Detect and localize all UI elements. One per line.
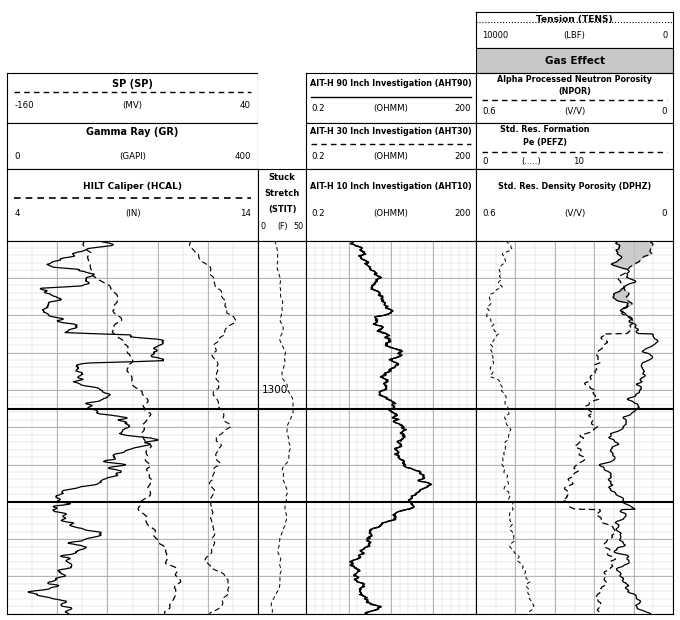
Text: 1300: 1300 — [262, 385, 288, 395]
Text: 0.6: 0.6 — [482, 209, 496, 218]
Text: 0.6: 0.6 — [482, 107, 496, 117]
Text: (OHMM): (OHMM) — [373, 209, 409, 218]
Text: Pe (PEFZ): Pe (PEFZ) — [523, 138, 567, 147]
Text: (V/V): (V/V) — [564, 107, 585, 117]
Text: (MV): (MV) — [122, 101, 143, 110]
Text: (F): (F) — [277, 222, 288, 231]
Text: Tension (TENS): Tension (TENS) — [537, 16, 613, 24]
Text: 4: 4 — [14, 209, 20, 218]
Text: SP (SP): SP (SP) — [112, 79, 153, 89]
Text: Gamma Ray (GR): Gamma Ray (GR) — [86, 128, 179, 138]
Text: Std. Res. Formation: Std. Res. Formation — [500, 125, 590, 134]
Text: 0.2: 0.2 — [311, 209, 325, 218]
Text: 0: 0 — [14, 152, 20, 161]
Text: (GAPI): (GAPI) — [119, 152, 146, 161]
Text: -160: -160 — [14, 101, 34, 110]
Text: (IN): (IN) — [125, 209, 140, 218]
Text: 10: 10 — [573, 157, 585, 166]
Text: AIT-H 30 Inch Investigation (AHT30): AIT-H 30 Inch Investigation (AHT30) — [310, 128, 472, 136]
Text: 200: 200 — [454, 152, 471, 161]
Text: 14: 14 — [240, 209, 251, 218]
Text: 200: 200 — [454, 104, 471, 113]
Text: 50: 50 — [294, 222, 303, 231]
Text: (NPOR): (NPOR) — [558, 87, 591, 96]
Text: 0.2: 0.2 — [311, 104, 325, 113]
Text: HILT Caliper (HCAL): HILT Caliper (HCAL) — [83, 182, 182, 191]
Text: (OHMM): (OHMM) — [373, 104, 409, 113]
Text: 0: 0 — [662, 31, 667, 40]
Text: 0: 0 — [662, 209, 667, 218]
Text: 400: 400 — [235, 152, 251, 161]
Text: 0: 0 — [482, 157, 488, 166]
Text: (STIT): (STIT) — [268, 205, 296, 214]
Text: 0: 0 — [662, 107, 667, 117]
Text: (OHMM): (OHMM) — [373, 152, 409, 161]
Text: 0.2: 0.2 — [311, 152, 325, 161]
Text: (LBF): (LBF) — [564, 31, 585, 40]
Text: AIT-H 90 Inch Investigation (AHT90): AIT-H 90 Inch Investigation (AHT90) — [310, 79, 472, 88]
Text: Stretch: Stretch — [265, 189, 300, 198]
Text: 0: 0 — [260, 222, 266, 231]
Text: 200: 200 — [454, 209, 471, 218]
Text: (V/V): (V/V) — [564, 209, 585, 218]
Text: 10000: 10000 — [482, 31, 508, 40]
Text: Gas Effect: Gas Effect — [545, 56, 605, 66]
Text: Stuck: Stuck — [269, 173, 296, 182]
Text: (.....): (.....) — [522, 157, 541, 166]
Text: AIT-H 10 Inch Investigation (AHT10): AIT-H 10 Inch Investigation (AHT10) — [310, 182, 472, 191]
Text: Alpha Processed Neutron Porosity: Alpha Processed Neutron Porosity — [497, 74, 652, 84]
Text: Std. Res. Density Porosity (DPHZ): Std. Res. Density Porosity (DPHZ) — [498, 182, 651, 191]
Text: 40: 40 — [240, 101, 251, 110]
